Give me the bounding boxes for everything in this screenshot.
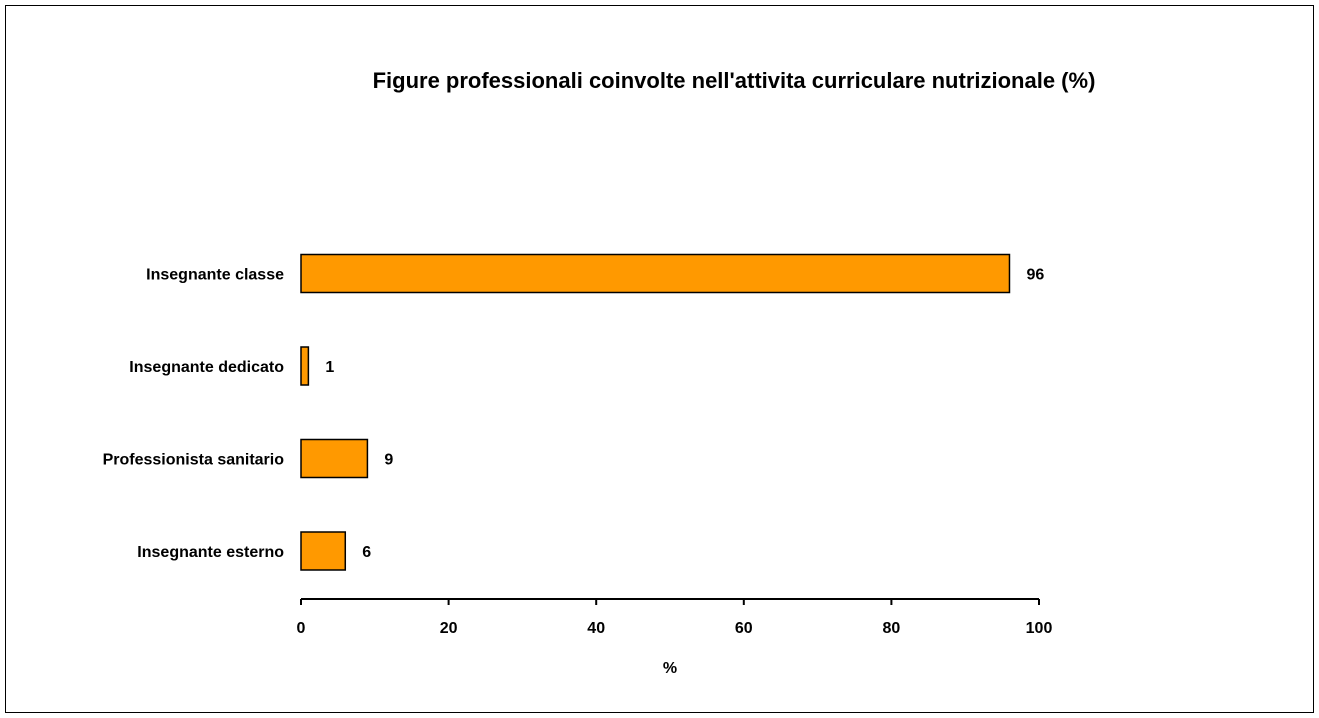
category-label: Insegnante esterno <box>137 544 284 561</box>
x-tick-label: 20 <box>440 620 458 637</box>
data-label: 6 <box>362 544 371 561</box>
bar <box>300 253 1011 294</box>
x-tick-label: 40 <box>587 620 605 637</box>
category-label: Professionista sanitario <box>103 452 285 469</box>
x-axis: 0 20 40 60 80 100 <box>297 598 1053 637</box>
x-tick-label: 60 <box>735 620 753 637</box>
bar <box>300 438 369 479</box>
bar <box>300 531 347 571</box>
x-tick-label: 80 <box>883 620 901 637</box>
data-label: 9 <box>384 452 393 469</box>
category-label: Insegnante classe <box>146 267 284 284</box>
bars-layer <box>300 253 1011 571</box>
bar <box>300 346 310 386</box>
category-label: Insegnante dedicato <box>129 359 284 376</box>
chart-frame <box>5 5 1314 713</box>
category-labels: Insegnante classe Insegnante dedicato Prof… <box>103 267 285 562</box>
data-label: 1 <box>325 359 334 376</box>
x-tick-label: 0 <box>297 620 306 637</box>
data-label: 96 <box>1026 267 1044 284</box>
chart-title: Figure professionali coinvolte nell'atti… <box>373 68 1096 93</box>
x-tick-label: 100 <box>1026 620 1053 637</box>
x-axis-label: % <box>663 660 677 677</box>
